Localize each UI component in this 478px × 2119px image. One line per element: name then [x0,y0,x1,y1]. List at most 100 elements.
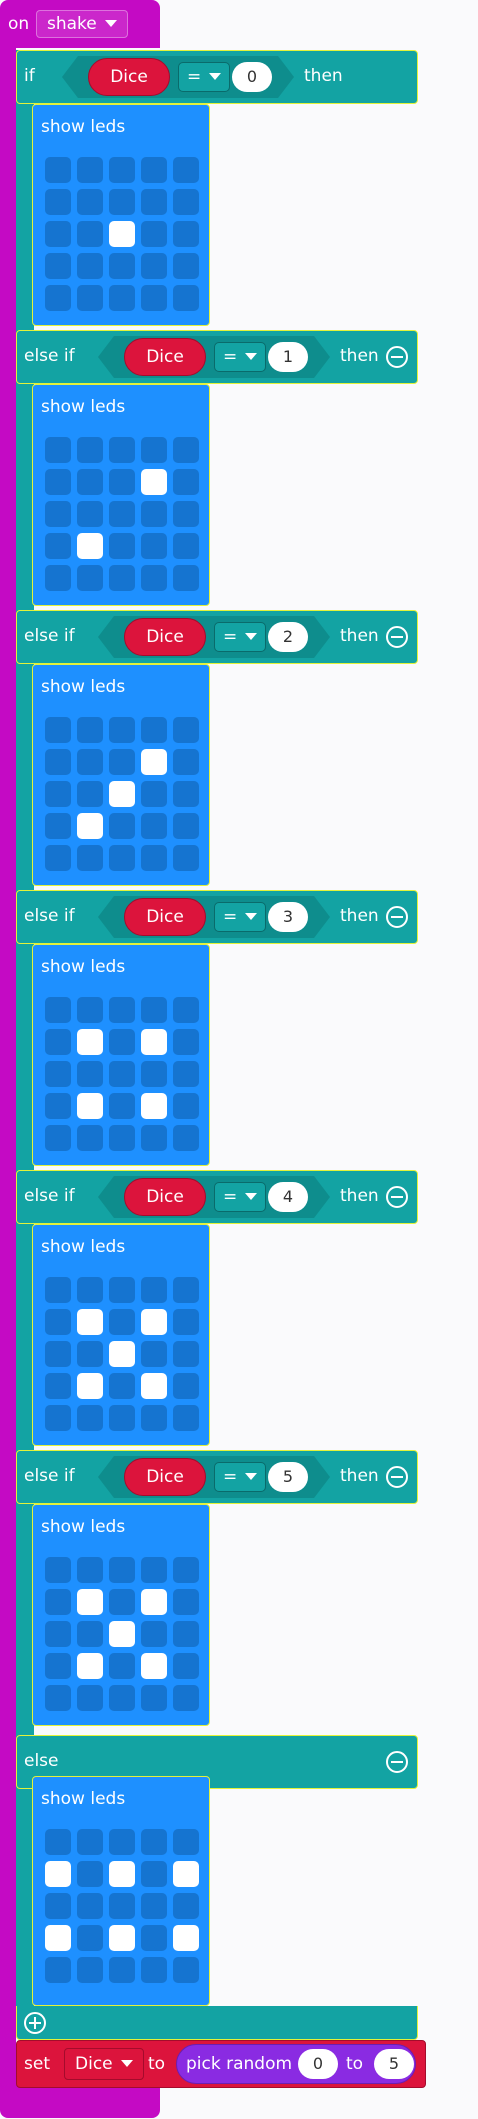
led-cell[interactable] [173,1405,199,1431]
led-cell[interactable] [109,813,135,839]
led-cell[interactable] [45,1861,71,1887]
led-cell[interactable] [77,749,103,775]
led-cell[interactable] [45,1093,71,1119]
led-cell[interactable] [77,997,103,1023]
led-cell[interactable] [77,189,103,215]
led-cell[interactable] [45,1829,71,1855]
minus-circle-icon[interactable] [386,1751,408,1773]
led-cell[interactable] [173,253,199,279]
led-cell[interactable] [141,781,167,807]
led-cell[interactable] [77,469,103,495]
led-cell[interactable] [141,1405,167,1431]
led-cell[interactable] [141,717,167,743]
led-cell[interactable] [109,997,135,1023]
plus-circle-icon[interactable] [24,2012,46,2034]
led-cell[interactable] [45,469,71,495]
led-cell[interactable] [45,1029,71,1055]
minus-circle-icon[interactable] [386,346,408,368]
on-shake-block[interactable] [0,0,160,48]
led-cell[interactable] [109,1309,135,1335]
led-cell[interactable] [45,1589,71,1615]
led-cell[interactable] [77,285,103,311]
led-cell[interactable] [141,1341,167,1367]
led-cell[interactable] [77,437,103,463]
led-cell[interactable] [45,253,71,279]
led-cell[interactable] [45,285,71,311]
led-cell[interactable] [77,781,103,807]
led-cell[interactable] [77,1589,103,1615]
led-cell[interactable] [45,781,71,807]
led-cell[interactable] [77,1925,103,1951]
random-min-input[interactable]: 0 [298,2049,338,2079]
operator-dropdown[interactable]: = [214,342,267,372]
led-cell[interactable] [45,1277,71,1303]
led-cell[interactable] [45,1061,71,1087]
led-cell[interactable] [141,157,167,183]
led-cell[interactable] [109,221,135,247]
led-cell[interactable] [141,813,167,839]
led-cell[interactable] [77,1341,103,1367]
led-cell[interactable] [141,1093,167,1119]
minus-circle-icon[interactable] [386,1466,408,1488]
led-cell[interactable] [141,533,167,559]
led-cell[interactable] [109,437,135,463]
led-cell[interactable] [173,1829,199,1855]
led-cell[interactable] [173,533,199,559]
led-cell[interactable] [77,1861,103,1887]
led-cell[interactable] [109,749,135,775]
led-cell[interactable] [109,1589,135,1615]
led-cell[interactable] [77,1373,103,1399]
led-cell[interactable] [77,1653,103,1679]
led-cell[interactable] [109,189,135,215]
led-cell[interactable] [45,1125,71,1151]
led-cell[interactable] [45,813,71,839]
led-cell[interactable] [109,717,135,743]
led-cell[interactable] [77,1309,103,1335]
led-cell[interactable] [141,845,167,871]
led-cell[interactable] [173,1925,199,1951]
dice-variable-reporter[interactable]: Dice [124,338,206,396]
led-cell[interactable] [45,1925,71,1951]
led-cell[interactable] [141,1685,167,1711]
led-cell[interactable] [109,565,135,591]
minus-circle-icon[interactable] [386,626,408,648]
led-cell[interactable] [45,749,71,775]
led-cell[interactable] [173,1653,199,1679]
led-cell[interactable] [45,1557,71,1583]
led-cell[interactable] [141,1861,167,1887]
led-cell[interactable] [77,253,103,279]
led-cell[interactable] [77,1829,103,1855]
led-cell[interactable] [45,565,71,591]
dice-variable-reporter[interactable]: Dice [124,1178,206,1236]
led-cell[interactable] [109,1029,135,1055]
led-cell[interactable] [45,845,71,871]
led-cell[interactable] [141,1125,167,1151]
led-cell[interactable] [141,1061,167,1087]
compare-value-input[interactable]: 5 [268,1462,308,1492]
led-cell[interactable] [141,1829,167,1855]
led-cell[interactable] [173,1093,199,1119]
led-cell[interactable] [141,565,167,591]
compare-value-input[interactable]: 4 [268,1182,308,1212]
led-cell[interactable] [77,813,103,839]
led-cell[interactable] [141,437,167,463]
led-cell[interactable] [173,437,199,463]
led-cell[interactable] [109,1405,135,1431]
led-cell[interactable] [109,1621,135,1647]
led-cell[interactable] [77,501,103,527]
led-cell[interactable] [109,1061,135,1087]
led-cell[interactable] [109,1277,135,1303]
led-cell[interactable] [173,1685,199,1711]
led-cell[interactable] [141,501,167,527]
led-cell[interactable] [173,1277,199,1303]
led-cell[interactable] [109,1893,135,1919]
led-cell[interactable] [45,997,71,1023]
led-cell[interactable] [109,1125,135,1151]
led-cell[interactable] [141,1589,167,1615]
led-cell[interactable] [141,1029,167,1055]
led-cell[interactable] [173,845,199,871]
led-cell[interactable] [109,1861,135,1887]
led-cell[interactable] [141,221,167,247]
led-cell[interactable] [141,1957,167,1983]
led-cell[interactable] [173,285,199,311]
